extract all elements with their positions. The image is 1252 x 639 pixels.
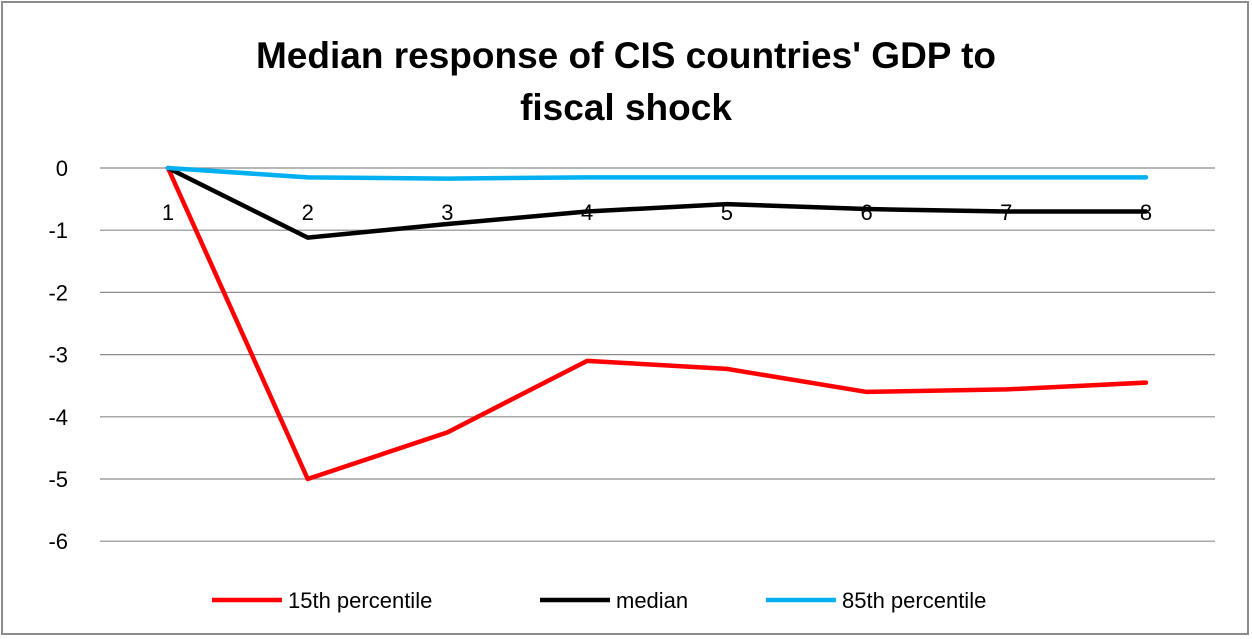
chart-title-line-2: fiscal shock	[520, 87, 732, 128]
series-line-1	[165, 165, 1149, 240]
series-lines	[165, 165, 1149, 482]
legend: 15th percentile median 85th percentile	[212, 588, 986, 613]
x-tick-label: 1	[162, 200, 174, 225]
y-tick-label: -3	[48, 343, 68, 368]
y-tick-label: -5	[48, 467, 68, 492]
legend-label: median	[616, 588, 688, 613]
chart-title: Median response of CIS countries' GDP to…	[0, 30, 1252, 134]
y-tick-label: -2	[48, 280, 68, 305]
x-tick-label: 2	[302, 200, 314, 225]
y-tick-label: -1	[48, 218, 68, 243]
y-tick-label: -4	[48, 405, 68, 430]
x-tick-label: 3	[441, 200, 453, 225]
y-tick-label: -6	[48, 529, 68, 554]
y-axis-ticks: 0 -1 -2 -3 -4 -5 -6	[48, 156, 68, 554]
legend-label: 85th percentile	[842, 588, 986, 613]
y-tick-label: 0	[56, 156, 68, 181]
x-tick-label: 6	[860, 200, 872, 225]
series-line-0	[165, 165, 1149, 482]
chart-title-line-1: Median response of CIS countries' GDP to	[255, 35, 997, 76]
gridlines	[100, 167, 1215, 542]
legend-label: 15th percentile	[288, 588, 432, 613]
series-line-2	[165, 165, 1149, 181]
